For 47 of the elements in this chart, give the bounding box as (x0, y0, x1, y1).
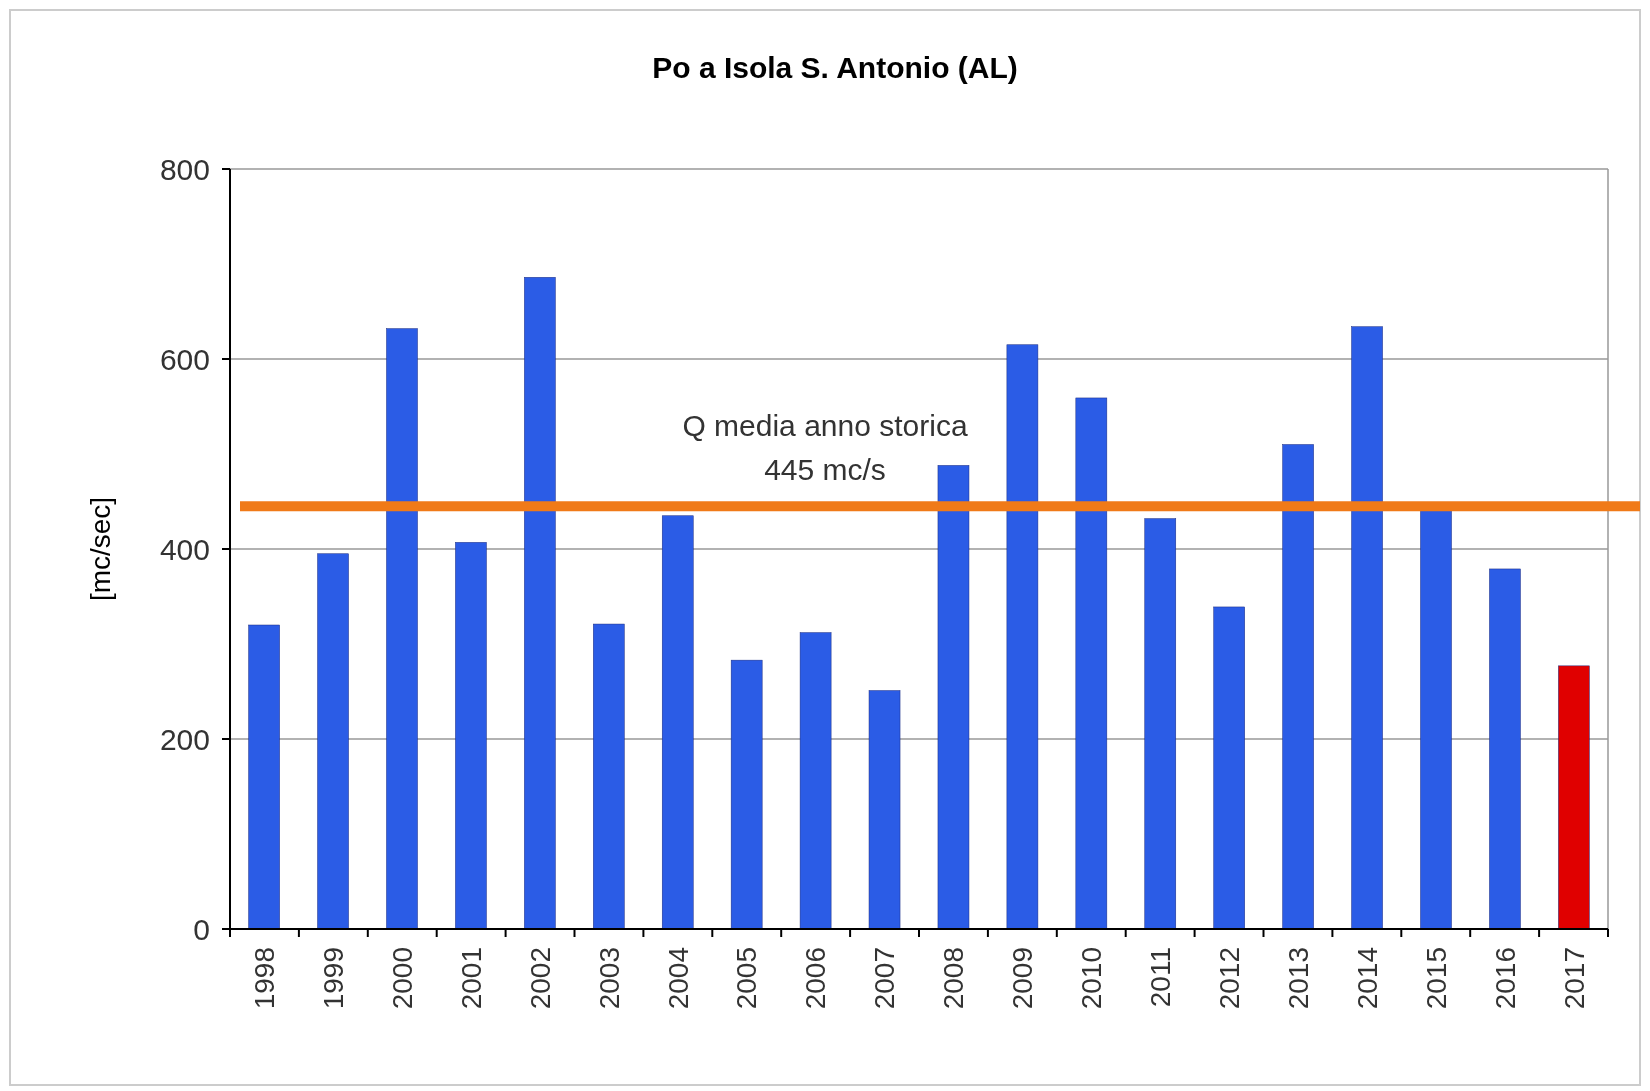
bar (1006, 344, 1039, 930)
bar (1213, 606, 1245, 930)
x-tick-label: 2003 (593, 947, 625, 1010)
x-tick-label: 2001 (455, 947, 487, 1010)
x-tick-label: 2005 (731, 947, 763, 1010)
x-tick-label: 2008 (938, 947, 970, 1010)
bar (1075, 397, 1108, 930)
x-tick-label: 2002 (524, 947, 556, 1010)
x-tick-label: 2017 (1558, 947, 1590, 1010)
bar (524, 277, 556, 930)
x-tick-label: 2014 (1351, 947, 1383, 1010)
x-tick-label: 1999 (317, 947, 349, 1010)
y-axis-title: [mc/sec] (85, 496, 116, 602)
x-tick-label: 1998 (248, 947, 280, 1010)
bar (1558, 665, 1590, 930)
bar (937, 465, 970, 930)
x-tick-label: 2010 (1076, 947, 1108, 1010)
y-tick-label: 200 (159, 722, 210, 756)
ref-line-label: Q media anno storica 445 mc/s (682, 409, 968, 487)
x-tick-label: 2016 (1489, 947, 1521, 1010)
x-tick-label: 2012 (1214, 947, 1246, 1010)
x-tick-label: 2013 (1282, 947, 1314, 1010)
x-tick-label: 2006 (800, 947, 832, 1010)
x-tick-label: 2015 (1420, 947, 1452, 1010)
bar (455, 542, 487, 930)
bar (1489, 568, 1521, 930)
bar (661, 515, 694, 930)
bar (799, 632, 832, 930)
y-tick-label: 800 (159, 152, 210, 186)
bar (730, 659, 763, 930)
y-tick-label: 0 (193, 912, 210, 946)
bar (868, 690, 901, 930)
x-tick-label: 2007 (869, 947, 901, 1010)
bar (317, 553, 349, 930)
bar (248, 624, 280, 930)
bar (593, 623, 625, 930)
x-tick-label: 2000 (386, 947, 418, 1010)
y-tick-label: 600 (159, 342, 210, 376)
chart-title: Po a Isola S. Antonio (AL) (652, 51, 1018, 84)
bar (1144, 518, 1177, 930)
bar (386, 328, 418, 930)
bar (1351, 326, 1383, 930)
x-tick-label: 2009 (1007, 947, 1039, 1010)
x-tick-label: 2004 (662, 947, 694, 1010)
y-tick-label: 400 (159, 532, 210, 566)
bar (1282, 444, 1314, 930)
x-tick-label: 2011 (1145, 947, 1177, 1008)
